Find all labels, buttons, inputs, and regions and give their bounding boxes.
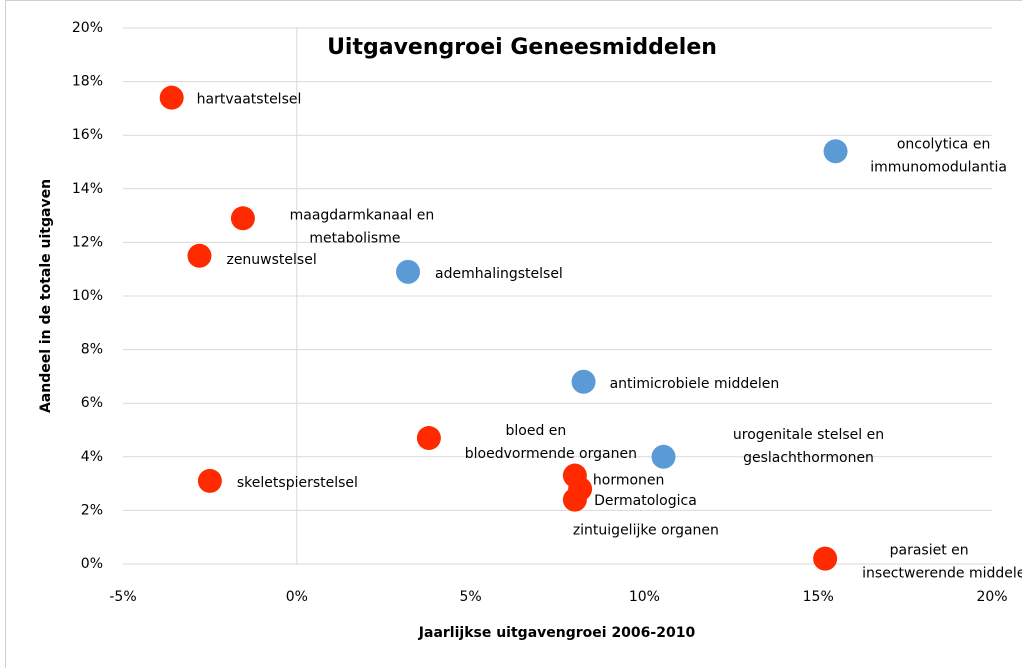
chart-border <box>5 0 1022 668</box>
y-tick-label: 18% <box>72 74 103 90</box>
y-tick-label: 20% <box>72 20 103 36</box>
scatter-point <box>562 487 587 512</box>
y-tick-label: 8% <box>81 342 103 358</box>
point-label: Dermatologica <box>594 493 697 509</box>
point-label: immunomodulantia <box>870 159 1007 175</box>
scatter-point <box>197 468 222 493</box>
point-label: urogenitale stelsel en <box>733 427 884 443</box>
scatter-point <box>813 546 838 571</box>
scatter-point <box>416 426 441 451</box>
point-label: bloed en <box>505 423 566 439</box>
scatter-point <box>396 259 421 284</box>
point-label: hartvaatstelsel <box>197 92 302 108</box>
point-label: antimicrobiele middelen <box>610 376 780 392</box>
x-tick-label: 20% <box>976 589 1007 605</box>
y-tick-label: 6% <box>81 395 103 411</box>
point-label: zenuwstelsel <box>226 252 316 268</box>
x-tick-label: 10% <box>629 589 660 605</box>
chart-title: Uitgavengroei Geneesmiddelen <box>327 35 717 60</box>
scatter-point <box>823 139 848 164</box>
scatter-point <box>571 369 596 394</box>
point-label: metabolisme <box>309 230 400 246</box>
point-label: skeletspierstelsel <box>237 475 358 491</box>
y-tick-label: 4% <box>81 449 103 465</box>
point-label: geslachthormonen <box>743 450 874 466</box>
y-tick-label: 0% <box>81 556 103 572</box>
y-tick-label: 14% <box>72 181 103 197</box>
point-label: bloedvormende organen <box>465 446 637 462</box>
y-tick-label: 10% <box>72 288 103 304</box>
x-axis-title: Jaarlijkse uitgavengroei 2006-2010 <box>418 625 696 641</box>
scatter-point <box>187 243 212 268</box>
y-tick-label: 12% <box>72 234 103 250</box>
point-label: oncolytica en <box>897 136 990 152</box>
scatter-point <box>230 206 255 231</box>
y-axis-title: Aandeel in de totale uitgaven <box>38 179 54 413</box>
point-label: parasiet en <box>890 543 969 559</box>
x-tick-label: -5% <box>109 589 136 605</box>
point-label: hormonen <box>593 473 665 489</box>
x-tick-label: 0% <box>286 589 308 605</box>
scatter-point <box>159 85 184 110</box>
x-tick-label: 15% <box>803 589 834 605</box>
point-label: zintuigelijke organen <box>573 523 719 539</box>
point-label: maagdarmkanaal en <box>290 207 435 223</box>
x-tick-label: 5% <box>459 589 481 605</box>
y-tick-label: 2% <box>81 502 103 518</box>
point-label: ademhalingstelsel <box>435 266 563 282</box>
y-tick-label: 16% <box>72 127 103 143</box>
scatter-point <box>651 444 676 469</box>
point-label: insectwerende middelen <box>862 566 1022 582</box>
